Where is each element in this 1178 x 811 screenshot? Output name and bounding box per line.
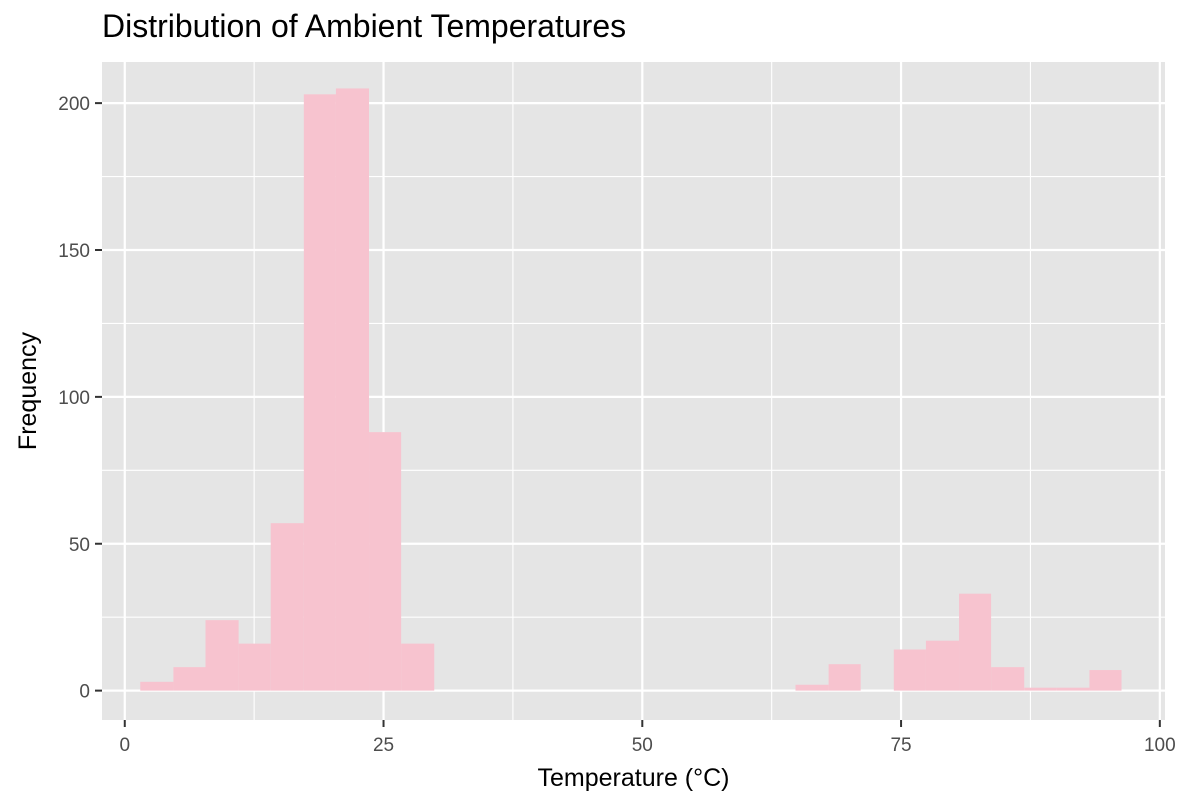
histogram-bar-11 bbox=[893, 649, 926, 691]
histogram-bar-4 bbox=[270, 523, 304, 691]
histogram-bar-9 bbox=[795, 684, 829, 691]
histogram-bar-17 bbox=[1089, 670, 1122, 691]
histogram-bar-7 bbox=[369, 432, 402, 691]
chart-title: Distribution of Ambient Temperatures bbox=[102, 8, 627, 44]
histogram-bar-3 bbox=[238, 643, 271, 691]
x-tick-label: 75 bbox=[890, 735, 911, 756]
y-axis-label: Frequency bbox=[14, 331, 42, 450]
x-tick-label: 100 bbox=[1144, 735, 1176, 756]
x-tick-label: 0 bbox=[119, 735, 130, 756]
histogram-bar-13 bbox=[959, 593, 992, 691]
histogram-bar-1 bbox=[173, 667, 206, 691]
histogram-bar-12 bbox=[925, 640, 960, 691]
histogram-bar-0 bbox=[140, 681, 174, 691]
x-axis-label: Temperature (°C) bbox=[538, 764, 730, 792]
histogram-bar-8 bbox=[401, 643, 435, 691]
histogram-bar-5 bbox=[303, 94, 336, 691]
histogram-bar-6 bbox=[335, 88, 370, 691]
y-tick-label: 100 bbox=[58, 388, 90, 409]
y-tick-label: 150 bbox=[58, 241, 90, 262]
x-tick-label: 50 bbox=[632, 735, 653, 756]
y-tick-label: 200 bbox=[58, 94, 90, 115]
histogram-bar-14 bbox=[991, 667, 1025, 691]
y-tick-label: 0 bbox=[79, 682, 90, 703]
y-tick-label: 50 bbox=[69, 535, 90, 556]
x-tick-label: 25 bbox=[373, 735, 394, 756]
histogram-bar-10 bbox=[828, 664, 861, 691]
histogram-bar-15 bbox=[1024, 687, 1057, 691]
histogram-bar-2 bbox=[205, 620, 239, 691]
panel-background bbox=[102, 62, 1165, 720]
histogram-bar-16 bbox=[1056, 687, 1090, 691]
